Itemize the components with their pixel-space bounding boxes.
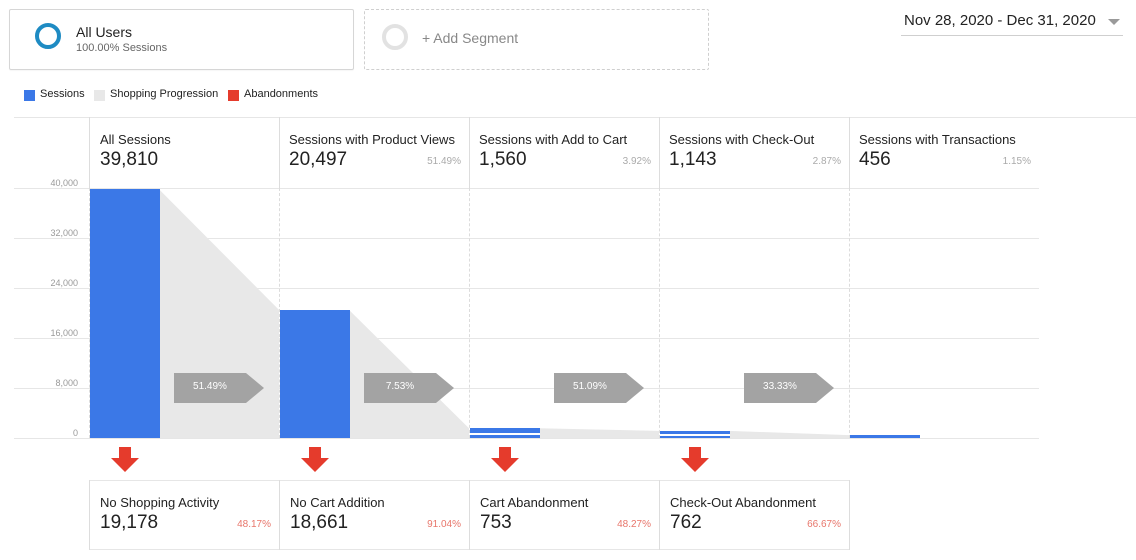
abandonment-title-cart[interactable]: Cart Abandonment [480,495,589,510]
chevron-right-arrow-icon [364,373,454,403]
abandonment-value: 19,178 [100,512,159,533]
column-separator [659,480,660,550]
legend-swatch [228,90,239,101]
stage-title-product-views[interactable]: Sessions with Product Views [289,132,455,147]
column-separator [89,188,90,438]
y-tick-label: 32,000 [50,228,78,238]
chart-baseline [14,438,1039,439]
column-separator [279,117,280,188]
gridline [14,338,1039,339]
gridline [14,288,1039,289]
abandonment-percent: 91.04% [427,519,461,530]
y-tick-label: 16,000 [50,328,78,338]
column-separator [279,188,280,438]
shopping-progression-area [539,428,659,438]
date-range-label: Nov 28, 2020 - Dec 31, 2020 [904,12,1096,29]
stage-percent: 2.87% [812,156,841,167]
abandonment-down-arrow-icon[interactable] [301,447,329,472]
bar-divider [660,434,730,437]
stage-value: 1,560 [479,149,527,170]
gridline [14,188,1039,189]
stage-title-check-out[interactable]: Sessions with Check-Out [669,132,815,147]
abandonment-down-arrow-icon[interactable] [681,447,709,472]
chevron-right-arrow-icon [554,373,644,403]
stage-title-add-to-cart[interactable]: Sessions with Add to Cart [479,132,628,147]
chevron-right-arrow-icon [744,373,834,403]
legend-swatch [24,90,35,101]
y-tick-label: 24,000 [50,278,78,288]
y-tick-label: 8,000 [55,378,78,388]
segment-subtitle: 100.00% Sessions [76,42,168,54]
y-tick-label: 0 [72,428,78,438]
segment-placeholder-icon [382,24,408,50]
legend-label: Shopping Progression [110,88,219,100]
stage-percent: 3.92% [622,156,651,167]
chart-top-border [14,117,1136,118]
abandonment-percent: 66.67% [807,519,841,530]
abandonment-percent: 48.27% [617,519,651,530]
stage-title-all-sessions[interactable]: All Sessions [100,132,171,147]
abandonment-value: 753 [480,512,512,533]
column-separator [469,117,470,188]
sessions-bar [850,435,920,438]
date-range-picker[interactable]: Nov 28, 2020 - Dec 31, 2020 [901,10,1123,36]
segment-all-users[interactable]: All Users 100.00% Sessions [9,9,354,70]
abandonment-down-arrow-icon[interactable] [491,447,519,472]
sessions-bar [90,189,160,438]
abandonment-down-arrow-icon[interactable] [111,447,139,472]
column-separator [279,480,280,550]
progression-rate: 51.09% [573,381,607,392]
add-segment-label: + Add Segment [422,30,519,46]
column-separator [849,117,850,188]
column-separator [89,480,90,550]
abandonment-title-no-shopping[interactable]: No Shopping Activity [100,495,220,510]
legend-label: Sessions [40,88,85,100]
stage-value: 20,497 [289,149,348,170]
sessions-bar [280,309,350,438]
stage-title-transactions[interactable]: Sessions with Transactions [859,132,1016,147]
chevron-right-arrow-icon [174,373,264,403]
abandonment-title-no-cart[interactable]: No Cart Addition [290,495,385,510]
add-segment-button[interactable]: + Add Segment [364,9,709,70]
stage-value: 39,810 [100,149,159,170]
column-separator [659,188,660,438]
column-separator [469,480,470,550]
stage-value: 1,143 [669,149,717,170]
column-separator [659,117,660,188]
abandonment-value: 18,661 [290,512,349,533]
column-separator [469,188,470,438]
legend-label: Abandonments [244,88,318,100]
sessions-bar [660,430,730,438]
stage-percent: 1.15% [1002,156,1031,167]
abandonment-value: 762 [670,512,702,533]
abandonment-percent: 48.17% [237,519,271,530]
bar-divider [470,433,540,436]
stage-value: 456 [859,149,891,170]
column-separator [849,480,850,550]
segment-title: All Users [76,24,133,40]
segment-circle-icon [35,23,61,49]
shopping-progression-area [729,430,849,438]
progression-rate: 7.53% [385,381,415,392]
abandonment-title-check-out[interactable]: Check-Out Abandonment [670,495,816,510]
column-separator [849,188,850,438]
legend-swatch [94,90,105,101]
caret-down-icon [1108,19,1120,25]
gridline [14,388,1039,389]
column-separator [89,117,90,188]
progression-rate: 33.33% [763,381,797,392]
progression-rate: 51.49% [193,381,227,392]
y-tick-label: 40,000 [50,178,78,188]
stage-percent: 51.49% [427,156,461,167]
gridline [14,238,1039,239]
